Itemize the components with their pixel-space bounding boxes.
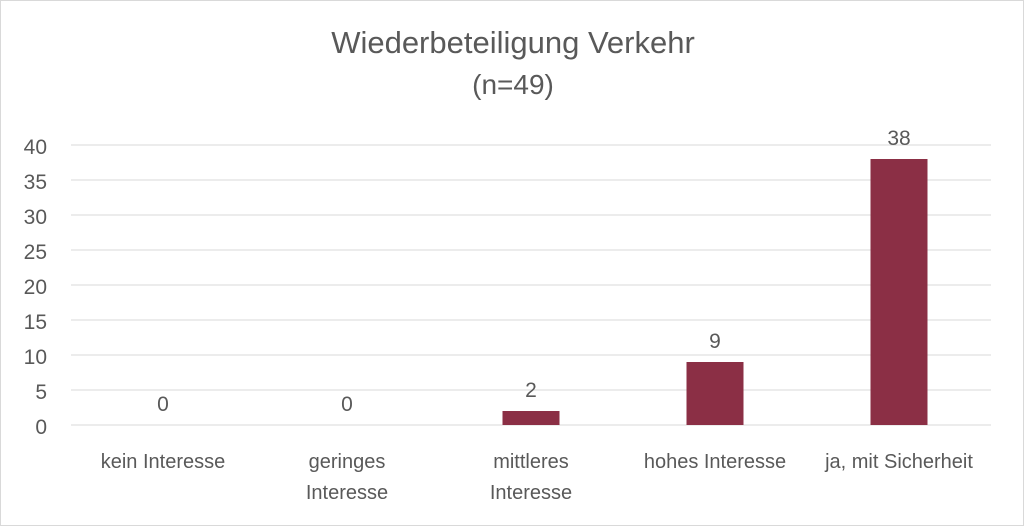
x-axis-categories: kein Interesse geringes Interesse mittleres… — [101, 451, 974, 504]
y-tick-label: 5 — [35, 381, 47, 404]
y-tick-label: 15 — [24, 311, 47, 334]
y-tick-label: 20 — [24, 276, 47, 299]
gridlines — [71, 144, 991, 426]
bars — [502, 159, 928, 425]
x-category-label: Interesse — [490, 482, 572, 504]
bar — [502, 411, 560, 425]
bar — [870, 159, 928, 425]
data-label: 9 — [709, 330, 721, 353]
x-category-label: Interesse — [306, 482, 388, 504]
y-axis-ticks: 0 5 10 15 20 25 30 35 40 — [24, 136, 47, 439]
data-label: 0 — [341, 393, 353, 416]
data-labels: 0 0 2 9 38 — [157, 127, 911, 416]
data-label: 0 — [157, 393, 169, 416]
y-tick-label: 35 — [24, 171, 47, 194]
data-label: 38 — [887, 127, 910, 150]
x-category-label: geringes — [309, 451, 386, 473]
x-category-label: kein Interesse — [101, 451, 226, 473]
bar — [686, 362, 744, 425]
y-tick-label: 25 — [24, 241, 47, 264]
x-category-label: mittleres — [493, 451, 569, 473]
data-label: 2 — [525, 379, 537, 402]
y-tick-label: 30 — [24, 206, 47, 229]
chart-title: Wiederbeteiligung Verkehr — [331, 25, 695, 60]
chart-subtitle: (n=49) — [472, 69, 554, 100]
y-tick-label: 10 — [24, 346, 47, 369]
x-category-label: hohes Interesse — [644, 451, 786, 473]
y-tick-label: 40 — [24, 136, 47, 159]
y-tick-label: 0 — [35, 416, 47, 439]
x-category-label: ja, mit Sicherheit — [824, 451, 973, 473]
